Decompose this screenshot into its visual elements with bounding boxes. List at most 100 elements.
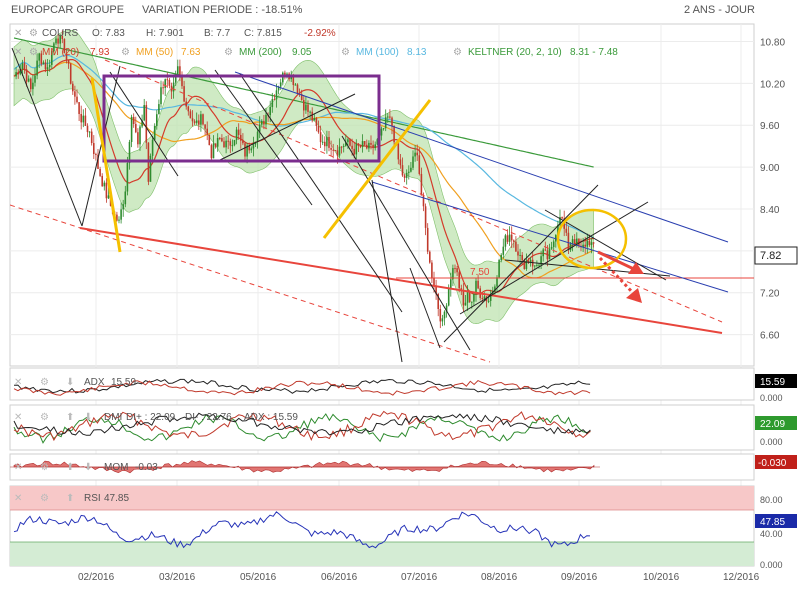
date-tick-label: 05/2016 (240, 572, 277, 583)
candle (88, 131, 91, 138)
candle (305, 96, 307, 114)
candles (15, 30, 595, 329)
candle (565, 221, 568, 236)
adx-close-icon[interactable]: ✕ (14, 377, 22, 388)
rsi-gear-icon[interactable]: ⚙ (40, 493, 49, 504)
mom-badge (755, 455, 797, 469)
candle (67, 59, 70, 69)
dmi-close-icon[interactable]: ✕ (14, 412, 22, 423)
candle (321, 134, 324, 146)
candle (181, 71, 183, 90)
keltner-gear-icon[interactable]: ⚙ (453, 47, 462, 58)
candle (153, 123, 156, 141)
candle (44, 59, 47, 73)
candle (361, 134, 364, 153)
candle (405, 169, 408, 185)
candle (122, 199, 124, 217)
mom-close-icon[interactable]: ✕ (14, 462, 22, 473)
candle (202, 113, 204, 126)
candle (198, 114, 200, 130)
date-tick-label: 09/2016 (561, 572, 598, 583)
candle (513, 239, 515, 248)
rsi-badge (755, 514, 797, 528)
rsi-close-icon[interactable]: ✕ (14, 493, 22, 504)
date-tick-label: 07/2016 (401, 572, 438, 583)
candle (374, 141, 376, 151)
candle (164, 78, 166, 97)
mom-legend: ✕ ⚙ ⬆ ⬇ MOM -0.03 (14, 462, 158, 473)
dmi-down-arrow-icon[interactable]: ⬇ (84, 412, 92, 423)
header-period[interactable]: 2 ANS - JOUR (684, 4, 755, 16)
candle (51, 50, 53, 69)
candle (319, 125, 322, 149)
candle (195, 112, 198, 125)
red-arrow-solid (597, 250, 644, 274)
candle (132, 113, 135, 128)
candle (242, 133, 244, 146)
mom-down-arrow-icon[interactable]: ⬇ (84, 462, 92, 473)
candle (78, 102, 80, 122)
legend-cours: COURS (42, 28, 78, 39)
rsi-badge-value: 47.85 (760, 517, 785, 528)
price-tick-label: 8.40 (760, 205, 780, 216)
mm200-gear-icon[interactable]: ⚙ (224, 47, 233, 58)
mm100-gear-icon[interactable]: ⚙ (341, 47, 350, 58)
candle (414, 144, 416, 162)
candle (240, 128, 242, 149)
dmi-panel (9, 404, 755, 451)
candle (571, 235, 574, 252)
annotation-price: 7.50 (470, 267, 490, 278)
red-dashed-channel-low (10, 204, 491, 363)
candle (416, 144, 418, 161)
candle (538, 263, 540, 269)
date-tick-label: 12/2016 (723, 572, 760, 583)
candle (542, 247, 544, 262)
black-line-4 (214, 69, 313, 206)
adx-down-arrow-icon[interactable]: ⬇ (66, 377, 74, 388)
candle (126, 156, 129, 196)
mm50-gear-icon[interactable]: ⚙ (121, 47, 130, 58)
mm20-gear-icon[interactable]: ⚙ (29, 47, 38, 58)
candle (271, 92, 274, 113)
candle (63, 38, 66, 54)
candle (544, 241, 547, 252)
candle (527, 257, 530, 264)
candle (431, 260, 433, 284)
candle (105, 178, 108, 203)
mom-up-arrow-icon[interactable]: ⬆ (66, 462, 74, 473)
adx-legend-value: 15.59 (111, 377, 136, 388)
mm20-close-icon[interactable]: ✕ (14, 47, 22, 58)
candle (200, 110, 202, 132)
candle (130, 114, 133, 148)
candle (487, 296, 490, 304)
candle (42, 60, 45, 65)
dmi-legend-minus: DI- : 22.76 (185, 412, 232, 423)
dmi-legend-adx: ADX : 15.59 (244, 412, 298, 423)
gear-icon[interactable]: ⚙ (29, 28, 38, 39)
candle (76, 89, 78, 104)
red-support-line (79, 227, 723, 334)
candle (82, 109, 85, 128)
rsi-80-label: 80.00 (760, 495, 783, 505)
candle (80, 105, 82, 130)
candle (592, 242, 595, 248)
candle (193, 119, 196, 125)
candle (59, 34, 61, 49)
candle (435, 279, 437, 300)
adx-gear-icon[interactable]: ⚙ (40, 377, 49, 388)
rsi-up-arrow-icon[interactable]: ⬆ (66, 493, 74, 504)
candle (225, 135, 227, 154)
candle (53, 42, 55, 56)
dmi-up-arrow-icon[interactable]: ⬆ (66, 412, 74, 423)
candle (15, 66, 17, 80)
candle (313, 114, 316, 121)
close-icon[interactable]: ✕ (14, 28, 22, 39)
mom-badge-value: -0.030 (758, 458, 787, 469)
yellow-line-2 (322, 99, 432, 239)
dmi-gear-icon[interactable]: ⚙ (40, 412, 49, 423)
mom-gear-icon[interactable]: ⚙ (40, 462, 49, 473)
candle (426, 223, 429, 255)
candle (147, 142, 150, 186)
candle (219, 136, 221, 141)
